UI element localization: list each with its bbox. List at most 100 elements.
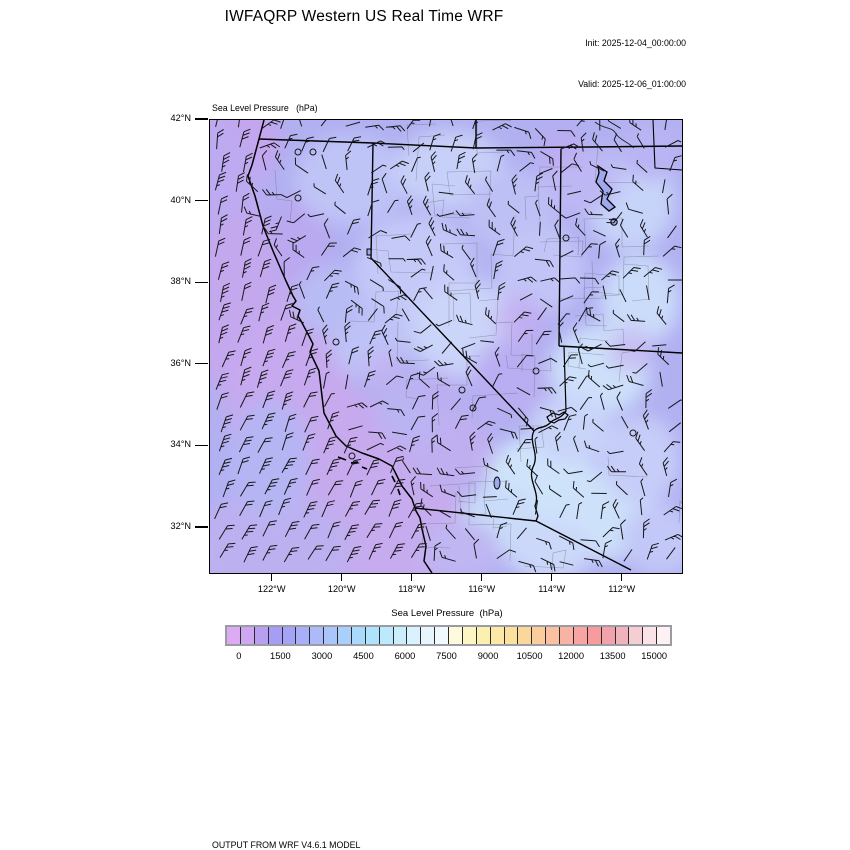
lon-tick-label: 112°W (608, 584, 636, 594)
border-mexico (414, 507, 632, 571)
lon-tick (621, 572, 623, 581)
calm-wind-circle (309, 148, 317, 156)
lon-tick (271, 572, 273, 581)
lon-tick-label: 122°W (257, 584, 286, 594)
colorbar-cell (476, 627, 491, 644)
calm-wind-circle (294, 148, 302, 156)
colorbar-cell (518, 627, 533, 644)
lat-tick-label: 42°N (170, 113, 191, 123)
colorbar-cell (421, 627, 436, 644)
colorbar-tick-label: 0 (236, 651, 242, 661)
salton-sea (493, 476, 501, 490)
colorbar-cell (462, 627, 477, 644)
snake-river (594, 121, 635, 149)
lat-tick (195, 526, 208, 528)
wind-barbs (214, 105, 688, 573)
colorbar-cell (254, 627, 269, 644)
footer-notes: OUTPUT FROM WRF V4.6.1 MODEL WE = 310 ; … (212, 814, 558, 850)
lat-tick-label: 38°N (170, 276, 191, 287)
colorbar-tick-label: 13500 (599, 651, 626, 661)
channel-islands (337, 456, 401, 496)
lon-tick (341, 572, 343, 581)
lon-tick (481, 572, 483, 581)
calm-wind-circle (469, 404, 477, 412)
wind-barb-glyphs (214, 105, 688, 573)
lat-tick (195, 444, 208, 447)
lake-mead (546, 411, 569, 424)
page-title: IWFAQRP Western US Real Time WRF (224, 8, 504, 25)
run-times: Init: 2025-12-04_00:00:00 Valid: 2025-12… (578, 10, 686, 118)
colorbar-tick-label: 15000 (641, 651, 668, 661)
lat-tick (195, 199, 208, 202)
colorbar-tick-label: 12000 (558, 651, 585, 661)
colorbar-cell (532, 627, 547, 644)
colorbar-cell (573, 627, 588, 644)
lake-tahoe (366, 248, 372, 256)
colorbar-cell (268, 627, 283, 644)
init-time: Init: 2025-12-04_00:00:00 (585, 38, 686, 48)
calm-wind-circle (348, 452, 356, 460)
lon-tick (551, 572, 553, 581)
border-nevada-arizona (563, 345, 567, 412)
footer-model-version: OUTPUT FROM WRF V4.6.1 MODEL (212, 840, 361, 850)
lat-tick (195, 118, 208, 120)
colorbar-cell (560, 627, 574, 644)
colorbar-cell (435, 627, 449, 644)
colorbar-cell (449, 627, 463, 644)
lat-tick (195, 363, 208, 365)
calm-wind-circle (458, 386, 466, 394)
colorbar-tick-label: 4500 (353, 651, 374, 661)
colorbar-cell (227, 627, 241, 644)
colorbar-tick-label: 6000 (394, 651, 416, 661)
colorbar-cell (587, 627, 602, 644)
colorbar-cell (365, 627, 380, 644)
colorbar-cell (504, 627, 519, 644)
colorbar-cell (296, 627, 311, 644)
valid-time: Valid: 2025-12-06_01:00:00 (578, 78, 686, 89)
colorbar-tick-label: 3000 (311, 651, 333, 661)
lat-tick-label: 36°N (170, 357, 191, 368)
lon-tick-label: 116°W (468, 584, 496, 594)
lon-tick (411, 572, 413, 581)
lon-tick-label: 118°W (398, 584, 426, 594)
colorbar-cell (407, 627, 422, 644)
calm-wind-circle (629, 429, 637, 437)
colorbar-cell (490, 627, 505, 644)
lat-tick-label: 32°N (170, 521, 191, 531)
colorbar-cell (643, 627, 658, 644)
calm-wind-circle (562, 234, 570, 242)
colorbar (225, 625, 672, 646)
border-utah-wyoming (652, 119, 683, 171)
colorbar-tick-label: 7500 (436, 651, 457, 661)
colorbar-cell (629, 627, 644, 644)
colorbar-cell (393, 627, 408, 644)
colorbar-cell (351, 627, 366, 644)
lat-tick (195, 281, 208, 283)
colorbar-cell (282, 627, 297, 644)
calm-wind-circle (294, 194, 302, 202)
colorbar-title: Sea Level Pressure (hPa) (391, 608, 503, 619)
calm-wind-circle (332, 338, 340, 346)
lat-tick-label: 40°N (170, 194, 191, 205)
map-plot (145, 85, 700, 610)
lon-tick-label: 120°W (327, 584, 356, 594)
colorado-river (530, 410, 567, 522)
map-canvas (145, 85, 700, 610)
colorbar-cell (546, 627, 560, 644)
colorbar-cell (310, 627, 325, 644)
colorbar-cell (379, 627, 394, 644)
calm-wind-circles (294, 148, 637, 460)
colorbar-cell (601, 627, 616, 644)
colorbar-cell (615, 627, 630, 644)
colorbar-tick-label: 1500 (270, 651, 291, 661)
lat-tick-label: 34°N (170, 439, 191, 450)
colorbar-cell (338, 627, 352, 644)
field-label-slp: Sea Level Pressure (hPa) (212, 103, 318, 113)
colorbar-cell (240, 627, 255, 644)
colorbar-tick-label: 9000 (477, 651, 499, 661)
lon-tick-label: 114°W (538, 584, 566, 594)
colorbar-tick-label: 10500 (516, 651, 543, 661)
colorbar-cell (657, 627, 670, 644)
calm-wind-circle (532, 367, 540, 375)
